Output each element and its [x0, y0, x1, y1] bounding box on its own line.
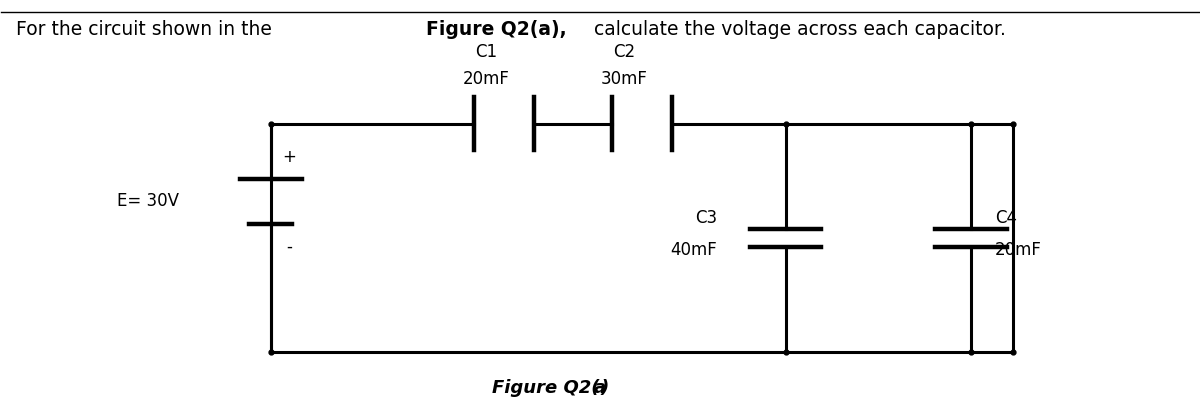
Text: For the circuit shown in the: For the circuit shown in the [16, 20, 277, 39]
Text: a: a [594, 379, 606, 397]
Text: Figure Q2(: Figure Q2( [492, 379, 600, 397]
Text: 40mF: 40mF [671, 241, 718, 259]
Text: C4: C4 [995, 209, 1018, 227]
Text: +: + [283, 148, 296, 166]
Text: 30mF: 30mF [600, 70, 647, 88]
Text: C1: C1 [475, 44, 497, 61]
Text: ): ) [600, 379, 608, 397]
Text: calculate the voltage across each capacitor.: calculate the voltage across each capaci… [588, 20, 1006, 39]
Text: -: - [287, 237, 293, 255]
Text: Figure Q2(a),: Figure Q2(a), [426, 20, 568, 39]
Text: 20mF: 20mF [995, 241, 1042, 259]
Text: C3: C3 [695, 209, 718, 227]
Text: C2: C2 [613, 44, 635, 61]
Text: 20mF: 20mF [463, 70, 510, 88]
Text: E= 30V: E= 30V [116, 192, 179, 210]
